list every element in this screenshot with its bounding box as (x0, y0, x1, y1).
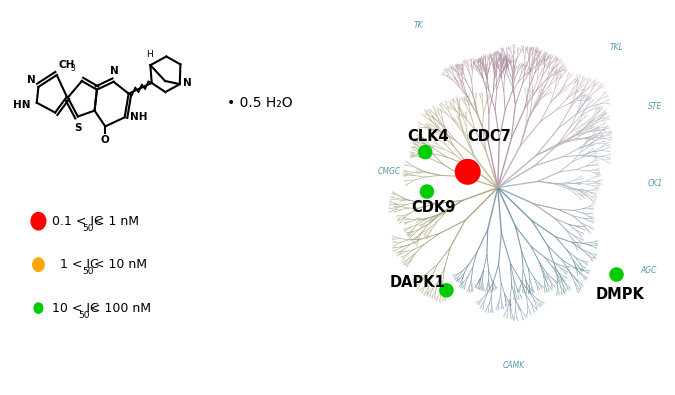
Text: O: O (101, 135, 109, 145)
Text: 50: 50 (82, 267, 94, 276)
Text: N: N (27, 75, 36, 85)
Text: CDC7: CDC7 (468, 129, 512, 144)
Text: 0.1 < IC: 0.1 < IC (52, 215, 103, 228)
Text: DAPK1: DAPK1 (389, 275, 446, 290)
Text: AGC: AGC (640, 266, 657, 275)
Text: TK: TK (413, 21, 423, 30)
Text: < 1 nM: < 1 nM (90, 215, 139, 228)
Point (611, 271, 622, 278)
Text: 1 < IC: 1 < IC (52, 258, 99, 271)
Text: HN: HN (14, 100, 31, 110)
Text: STE: STE (648, 102, 663, 111)
Text: CH: CH (59, 60, 75, 70)
Text: TKL: TKL (610, 43, 624, 52)
Circle shape (34, 303, 43, 313)
Circle shape (33, 258, 44, 271)
Text: 3: 3 (70, 64, 75, 73)
Point (441, 287, 452, 293)
Text: CDK9: CDK9 (411, 200, 456, 215)
Text: CK1: CK1 (648, 179, 663, 188)
Text: CLK4: CLK4 (408, 129, 449, 144)
Text: 50: 50 (82, 224, 94, 233)
Text: 10 < IC: 10 < IC (52, 302, 99, 314)
Text: H: H (146, 50, 153, 59)
Text: < 10 nM: < 10 nM (90, 258, 147, 271)
Text: NH: NH (130, 112, 147, 122)
Point (462, 169, 473, 175)
Text: < 100 nM: < 100 nM (86, 302, 151, 314)
Text: S: S (74, 123, 82, 133)
Point (421, 188, 432, 195)
Text: CMGC: CMGC (378, 167, 402, 176)
Text: N: N (110, 66, 119, 76)
Circle shape (31, 213, 46, 230)
Text: CAMK: CAMK (503, 361, 525, 370)
Text: DMPK: DMPK (595, 287, 644, 302)
Text: • 0.5 H₂O: • 0.5 H₂O (227, 96, 293, 110)
Text: 50: 50 (79, 311, 90, 320)
Text: N: N (183, 78, 192, 88)
Point (420, 149, 431, 155)
